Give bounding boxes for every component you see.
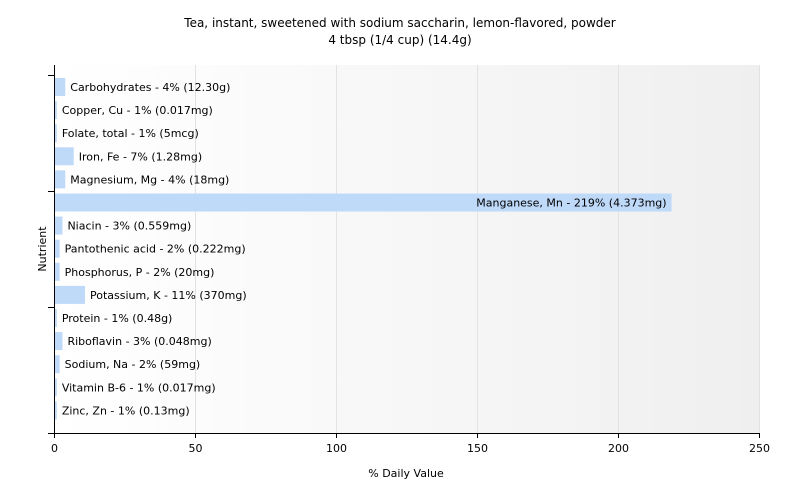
bar xyxy=(54,78,66,96)
bar-label: Manganese, Mn - 219% (4.373mg) xyxy=(476,197,666,210)
bar xyxy=(54,193,672,212)
grid-lines xyxy=(195,65,760,433)
bar-label: Pantothenic acid - 2% (0.222mg) xyxy=(65,243,246,256)
bar-label: Phosphorus, P - 2% (20mg) xyxy=(65,266,215,279)
x-tick-label: 50 xyxy=(189,442,203,455)
chart-subtitle: 4 tbsp (1/4 cup) (14.4g) xyxy=(328,33,472,47)
bar xyxy=(54,285,86,304)
bar-labels: Carbohydrates - 4% (12.30g) Copper, Cu - … xyxy=(62,81,667,417)
bar-label: Iron, Fe - 7% (1.28mg) xyxy=(79,150,202,163)
y-axis-label: Nutrient xyxy=(36,226,49,272)
bar-label: Folate, total - 1% (5mcg) xyxy=(62,127,199,140)
bar xyxy=(54,401,57,420)
bar xyxy=(54,262,60,281)
chart-title: Tea, instant, sweetened with sodium sacc… xyxy=(184,16,616,30)
bar xyxy=(54,216,63,235)
bars xyxy=(54,78,672,420)
bar xyxy=(54,355,60,374)
bar-label: Protein - 1% (0.48g) xyxy=(62,312,173,325)
axes: 0 50 100 150 200 250 xyxy=(48,65,770,455)
bar xyxy=(54,170,66,189)
bar xyxy=(54,309,57,327)
x-tick-label: 0 xyxy=(51,442,58,455)
x-tick-label: 150 xyxy=(467,442,488,455)
bar-label: Potassium, K - 11% (370mg) xyxy=(90,289,247,302)
x-tick-label: 250 xyxy=(749,442,770,455)
bar xyxy=(54,101,57,120)
bar xyxy=(54,332,63,351)
bar-label: Zinc, Zn - 1% (0.13mg) xyxy=(62,404,190,417)
x-tick-label: 100 xyxy=(326,442,347,455)
bar-label: Niacin - 3% (0.559mg) xyxy=(67,220,191,233)
bar xyxy=(54,147,74,166)
bar xyxy=(54,124,57,143)
x-axis-label: % Daily Value xyxy=(368,467,444,480)
bar-label: Vitamin B-6 - 1% (0.017mg) xyxy=(62,381,216,394)
bar-label: Riboflavin - 3% (0.048mg) xyxy=(67,335,211,348)
bar xyxy=(54,239,60,258)
bar xyxy=(54,378,57,397)
x-tick-label: 200 xyxy=(608,442,629,455)
plot-background xyxy=(54,65,759,433)
bar-label: Sodium, Na - 2% (59mg) xyxy=(65,358,201,371)
bar-label: Copper, Cu - 1% (0.017mg) xyxy=(62,104,213,117)
bar-label: Carbohydrates - 4% (12.30g) xyxy=(70,81,230,94)
bar-label: Magnesium, Mg - 4% (18mg) xyxy=(70,173,229,186)
